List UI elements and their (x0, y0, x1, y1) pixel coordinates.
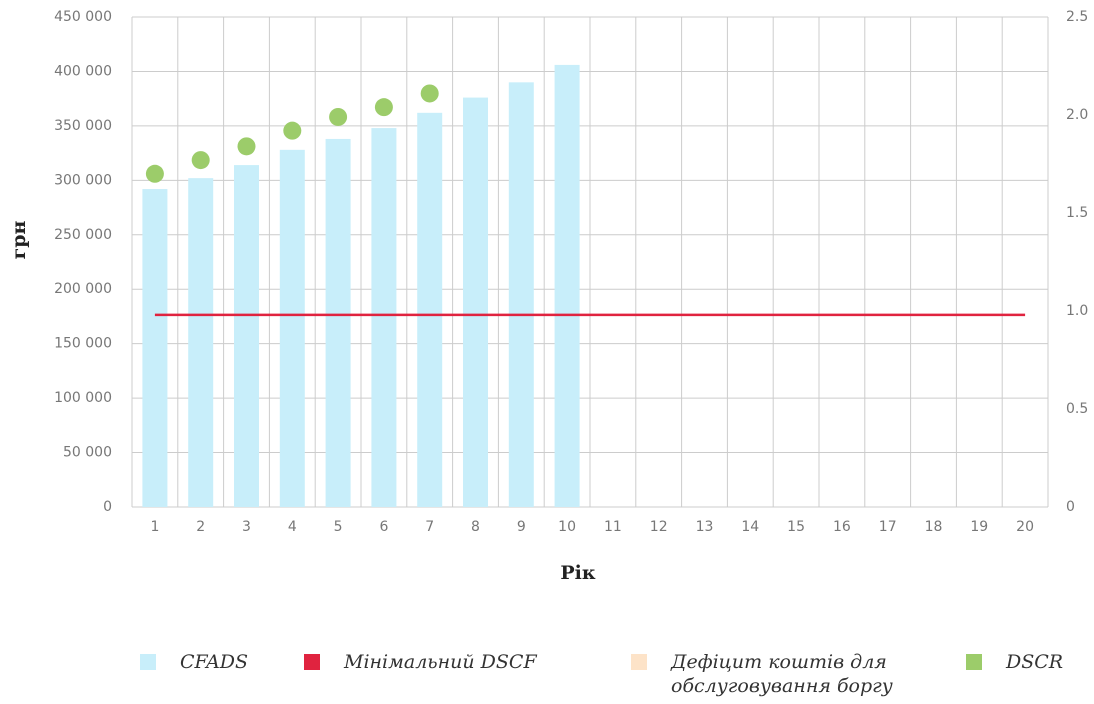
y2-tick-label: 1.5 (1066, 205, 1088, 221)
x-tick-label: 19 (970, 519, 988, 535)
y-tick-label: 300 000 (54, 172, 112, 188)
y-tick-label: 350 000 (54, 118, 112, 134)
marks (142, 64, 1026, 508)
legend-item: Мінімальний DSCF (304, 650, 604, 674)
legend-swatch (631, 654, 647, 670)
x-tick-label: 17 (879, 519, 897, 535)
x-tick-label: 2 (196, 519, 205, 535)
x-tick-label: 3 (242, 519, 251, 535)
y2-tick-label: 0.5 (1066, 401, 1088, 417)
x-tick-label: 15 (787, 519, 805, 535)
x-tick-label: 1 (150, 519, 159, 535)
y-tick-label: 0 (103, 499, 112, 515)
y-tick-label: 200 000 (54, 281, 112, 297)
y-tick-label: 400 000 (54, 63, 112, 79)
bar (463, 97, 488, 508)
x-tick-label: 8 (471, 519, 480, 535)
x-tick-label: 20 (1016, 519, 1034, 535)
point (329, 107, 348, 126)
y2-tick-label: 0 (1066, 499, 1075, 515)
x-tick-label: 11 (604, 519, 622, 535)
bar (417, 112, 443, 508)
bar (325, 138, 351, 507)
bar (508, 82, 534, 507)
x-tick-label: 18 (925, 519, 943, 535)
x-tick-label: 12 (650, 519, 668, 535)
legend-swatch (966, 654, 982, 670)
bar (234, 165, 259, 508)
y-tick-label: 450 000 (54, 9, 112, 25)
bar (188, 178, 214, 507)
bar (279, 149, 305, 507)
y2-tick-label: 2.5 (1066, 9, 1088, 25)
legend-item: DSCR (966, 650, 1086, 674)
legend-label: DSCR (1006, 651, 1064, 673)
x-tick-label: 4 (288, 519, 297, 535)
y2-tick-label: 2.0 (1066, 107, 1088, 123)
y-tick-label: 50 000 (63, 445, 112, 461)
point (283, 121, 302, 140)
x-axis-title: Рік (560, 562, 596, 584)
y-tick-label: 150 000 (54, 336, 112, 352)
legend-item: CFADS (140, 650, 290, 674)
legend-swatch (304, 654, 320, 670)
bar (142, 189, 168, 508)
x-tick-label: 10 (558, 519, 576, 535)
x-tick-label: 14 (741, 519, 759, 535)
y-tick-label: 100 000 (54, 390, 112, 406)
point (237, 137, 256, 156)
grid (131, 16, 1049, 508)
point (145, 164, 164, 183)
legend-item: Дефіцит коштів для обслуговування боргу (631, 650, 941, 698)
legend-label: Мінімальний DSCF (344, 651, 537, 673)
y-axis-title: грн (8, 220, 30, 259)
bar (554, 64, 580, 508)
legend-label: Дефіцит коштів для обслуговування боргу (671, 651, 893, 697)
x-tick-label: 13 (696, 519, 714, 535)
x-tick-label: 5 (334, 519, 343, 535)
point (374, 98, 393, 117)
legend-swatch (140, 654, 156, 670)
x-tick-label: 9 (517, 519, 526, 535)
point (420, 84, 439, 103)
point (191, 151, 210, 170)
x-tick-label: 16 (833, 519, 851, 535)
bar (371, 128, 397, 508)
y2-tick-label: 1.0 (1066, 303, 1088, 319)
x-tick-label: 6 (379, 519, 388, 535)
y-tick-label: 250 000 (54, 227, 112, 243)
x-tick-label: 7 (425, 519, 434, 535)
legend-label: CFADS (180, 651, 249, 673)
